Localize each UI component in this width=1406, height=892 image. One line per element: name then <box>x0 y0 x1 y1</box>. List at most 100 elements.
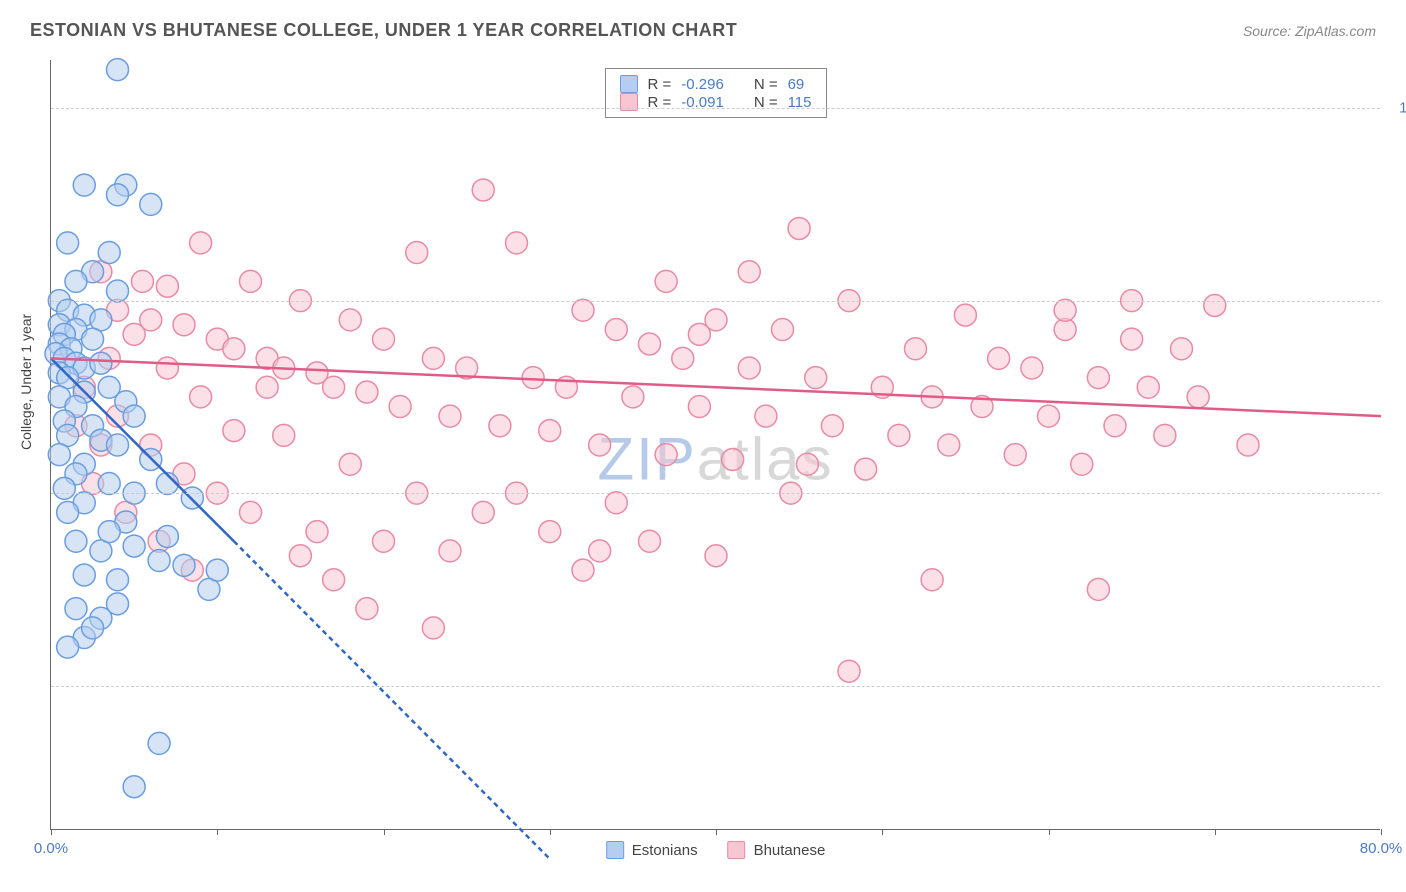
x-tick <box>384 829 385 835</box>
scatter-point <box>148 550 170 572</box>
x-tick <box>716 829 717 835</box>
y-tick-label: 40.0% <box>1390 677 1406 694</box>
scatter-point <box>796 453 818 475</box>
scatter-point <box>98 521 120 543</box>
scatter-point <box>57 232 79 254</box>
scatter-point <box>190 386 212 408</box>
scatter-point <box>622 386 644 408</box>
scatter-point <box>605 319 627 341</box>
scatter-point <box>156 357 178 379</box>
scatter-point <box>57 501 79 523</box>
scatter-point <box>123 535 145 557</box>
legend-label-bhutanese: Bhutanese <box>754 842 826 859</box>
scatter-point <box>90 352 112 374</box>
scatter-point <box>506 232 528 254</box>
scatter-point <box>1054 299 1076 321</box>
scatter-point <box>240 501 262 523</box>
x-tick-label: 80.0% <box>1360 840 1403 857</box>
scatter-point <box>148 732 170 754</box>
scatter-point <box>107 59 129 81</box>
scatter-point <box>821 415 843 437</box>
scatter-point <box>688 323 710 345</box>
scatter-point <box>389 396 411 418</box>
scatter-point <box>123 776 145 798</box>
scatter-point <box>1038 405 1060 427</box>
scatter-point <box>53 477 75 499</box>
legend-swatch-bhutanese <box>728 841 746 859</box>
trend-line <box>51 358 1381 416</box>
scatter-point <box>190 232 212 254</box>
scatter-point <box>639 530 661 552</box>
correlation-legend-row: R = -0.296 N = 69 <box>620 75 812 93</box>
scatter-point <box>306 521 328 543</box>
scatter-point <box>422 347 444 369</box>
x-tick-label: 0.0% <box>34 840 68 857</box>
series-legend: Estonians Bhutanese <box>606 841 826 859</box>
scatter-point <box>339 309 361 331</box>
x-tick <box>1381 829 1382 835</box>
gridline-h <box>51 686 1380 687</box>
scatter-point <box>107 280 129 302</box>
x-tick <box>1049 829 1050 835</box>
scatter-point <box>1154 424 1176 446</box>
scatter-point <box>921 569 943 591</box>
scatter-point <box>273 424 295 446</box>
scatter-point <box>73 564 95 586</box>
n-label: N = <box>754 76 778 93</box>
scatter-point <box>855 458 877 480</box>
scatter-point <box>905 338 927 360</box>
legend-swatch-estonians <box>620 75 638 93</box>
scatter-point <box>888 424 910 446</box>
scatter-point <box>140 193 162 215</box>
scatter-point <box>805 367 827 389</box>
scatter-point <box>223 420 245 442</box>
scatter-point <box>1187 386 1209 408</box>
scatter-point <box>82 328 104 350</box>
correlation-legend: R = -0.296 N = 69 R = -0.091 N = 115 <box>605 68 827 118</box>
scatter-point <box>107 184 129 206</box>
scatter-point <box>206 559 228 581</box>
scatter-point <box>539 420 561 442</box>
scatter-point <box>65 530 87 552</box>
scatter-point <box>1237 434 1259 456</box>
scatter-point <box>323 376 345 398</box>
scatter-point <box>954 304 976 326</box>
scatter-point <box>639 333 661 355</box>
scatter-point <box>605 492 627 514</box>
scatter-svg <box>51 60 1380 829</box>
scatter-point <box>107 593 129 615</box>
scatter-point <box>73 174 95 196</box>
scatter-point <box>65 598 87 620</box>
scatter-point <box>772 319 794 341</box>
scatter-point <box>572 559 594 581</box>
scatter-point <box>522 367 544 389</box>
legend-item-bhutanese: Bhutanese <box>728 841 826 859</box>
scatter-point <box>539 521 561 543</box>
scatter-point <box>788 217 810 239</box>
scatter-point <box>123 323 145 345</box>
scatter-point <box>655 444 677 466</box>
y-tick-label: 100.0% <box>1390 100 1406 117</box>
scatter-point <box>156 275 178 297</box>
scatter-point <box>1171 338 1193 360</box>
scatter-point <box>223 338 245 360</box>
scatter-point <box>1204 294 1226 316</box>
scatter-point <box>705 545 727 567</box>
scatter-point <box>156 525 178 547</box>
scatter-point <box>589 540 611 562</box>
scatter-point <box>755 405 777 427</box>
scatter-point <box>472 501 494 523</box>
scatter-point <box>57 636 79 658</box>
legend-label-estonians: Estonians <box>632 842 698 859</box>
scatter-point <box>988 347 1010 369</box>
x-tick <box>882 829 883 835</box>
scatter-point <box>1087 367 1109 389</box>
scatter-point <box>107 569 129 591</box>
scatter-point <box>256 376 278 398</box>
x-tick <box>1215 829 1216 835</box>
chart-plot-area: ZIPatlas R = -0.296 N = 69 R = -0.091 N … <box>50 60 1380 830</box>
gridline-h <box>51 301 1380 302</box>
chart-title: ESTONIAN VS BHUTANESE COLLEGE, UNDER 1 Y… <box>30 20 737 41</box>
legend-item-estonians: Estonians <box>606 841 698 859</box>
scatter-point <box>572 299 594 321</box>
